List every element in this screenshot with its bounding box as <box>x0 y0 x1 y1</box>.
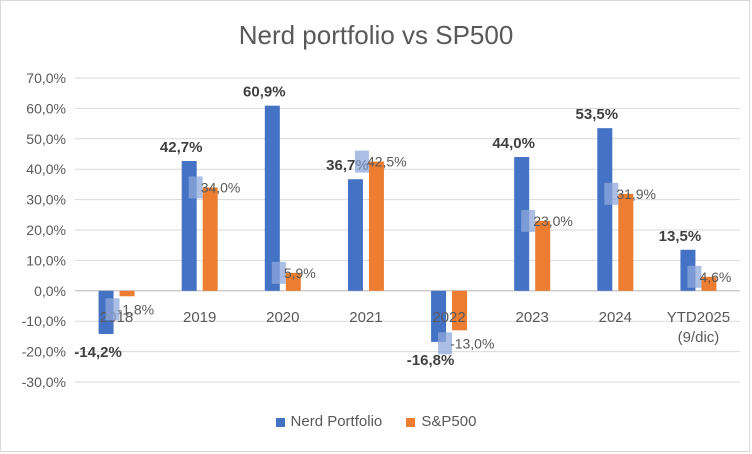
data-label-sp500: 31,9% <box>616 186 656 202</box>
legend-item-nerd-portfolio: Nerd Portfolio <box>275 413 383 430</box>
data-label-sp500: 23,0% <box>533 213 573 229</box>
bar-sp500 <box>535 220 551 291</box>
bar-sp500 <box>452 290 468 331</box>
y-tick-label: 60,0% <box>26 100 66 116</box>
y-tick-label: 0,0% <box>34 283 66 299</box>
data-label-sp500: 4,6% <box>699 269 731 285</box>
y-tick-label: 40,0% <box>26 161 66 177</box>
bar-nerd-portfolio <box>431 290 447 342</box>
y-tick-label: 70,0% <box>26 70 66 86</box>
data-label-marker <box>354 150 369 173</box>
bar-sp500 <box>368 161 384 291</box>
chart-legend: Nerd Portfolio S&P500 <box>0 413 752 430</box>
data-label-sp500: 42,5% <box>367 154 407 170</box>
y-tick-label: -20,0% <box>22 344 66 360</box>
data-label-sp500: -13,0% <box>450 335 494 351</box>
data-label-marker <box>604 182 619 205</box>
x-tick-label: 2022 <box>432 309 465 326</box>
data-label-nerd-portfolio: 42,7% <box>160 139 203 156</box>
bar-nerd-portfolio <box>347 179 363 291</box>
y-tick-label: -10,0% <box>22 313 66 329</box>
chart-title: Nerd portfolio vs SP500 <box>238 20 514 50</box>
x-tick-label: 2024 <box>599 309 632 326</box>
y-tick-label: 30,0% <box>26 192 66 208</box>
y-tick-label: 20,0% <box>26 222 66 238</box>
data-label-marker <box>105 298 120 321</box>
x-tick-label: 2023 <box>516 309 549 326</box>
data-label-sp500: 34,0% <box>201 179 241 195</box>
data-label-marker <box>521 209 536 232</box>
bar-sp500 <box>285 272 301 291</box>
bar-sp500 <box>618 193 634 291</box>
data-label-marker <box>188 176 203 199</box>
data-label-nerd-portfolio: -14,2% <box>74 344 122 361</box>
data-label-nerd-portfolio: 60,9% <box>243 84 286 101</box>
data-label-sp500: -1,8% <box>118 301 155 317</box>
legend-label-sp500: S&P500 <box>421 413 477 430</box>
data-label-nerd-portfolio: 44,0% <box>492 135 535 152</box>
bar-nerd-portfolio <box>597 128 613 291</box>
x-tick-label: 2020 <box>266 309 299 326</box>
y-tick-label: 10,0% <box>26 252 66 268</box>
bar-sp500 <box>119 290 135 297</box>
legend-swatch-sp500 <box>406 417 416 427</box>
data-label-nerd-portfolio: 13,5% <box>659 228 702 245</box>
y-tick-label: 50,0% <box>26 131 66 147</box>
x-tick-label: 2019 <box>183 309 216 326</box>
bar-sp500 <box>202 187 218 291</box>
legend-item-sp500: S&P500 <box>406 413 476 430</box>
data-label-sp500: 5,9% <box>284 265 316 281</box>
data-label-nerd-portfolio: -16,8% <box>407 352 455 369</box>
x-tick-label: YTD2025 <box>667 309 730 326</box>
bar-sp500 <box>701 276 717 291</box>
bar-nerd-portfolio <box>264 105 280 291</box>
y-tick-label: -30,0% <box>22 374 66 390</box>
legend-swatch-nerd-portfolio <box>275 417 285 427</box>
data-label-marker <box>271 261 286 284</box>
x-tick-label: (9/dic) <box>678 329 720 346</box>
data-label-marker <box>438 332 453 355</box>
data-label-marker <box>687 265 702 288</box>
x-tick-label: 2021 <box>349 309 382 326</box>
data-label-nerd-portfolio: 53,5% <box>576 106 619 123</box>
legend-label-nerd-portfolio: Nerd Portfolio <box>290 413 383 430</box>
